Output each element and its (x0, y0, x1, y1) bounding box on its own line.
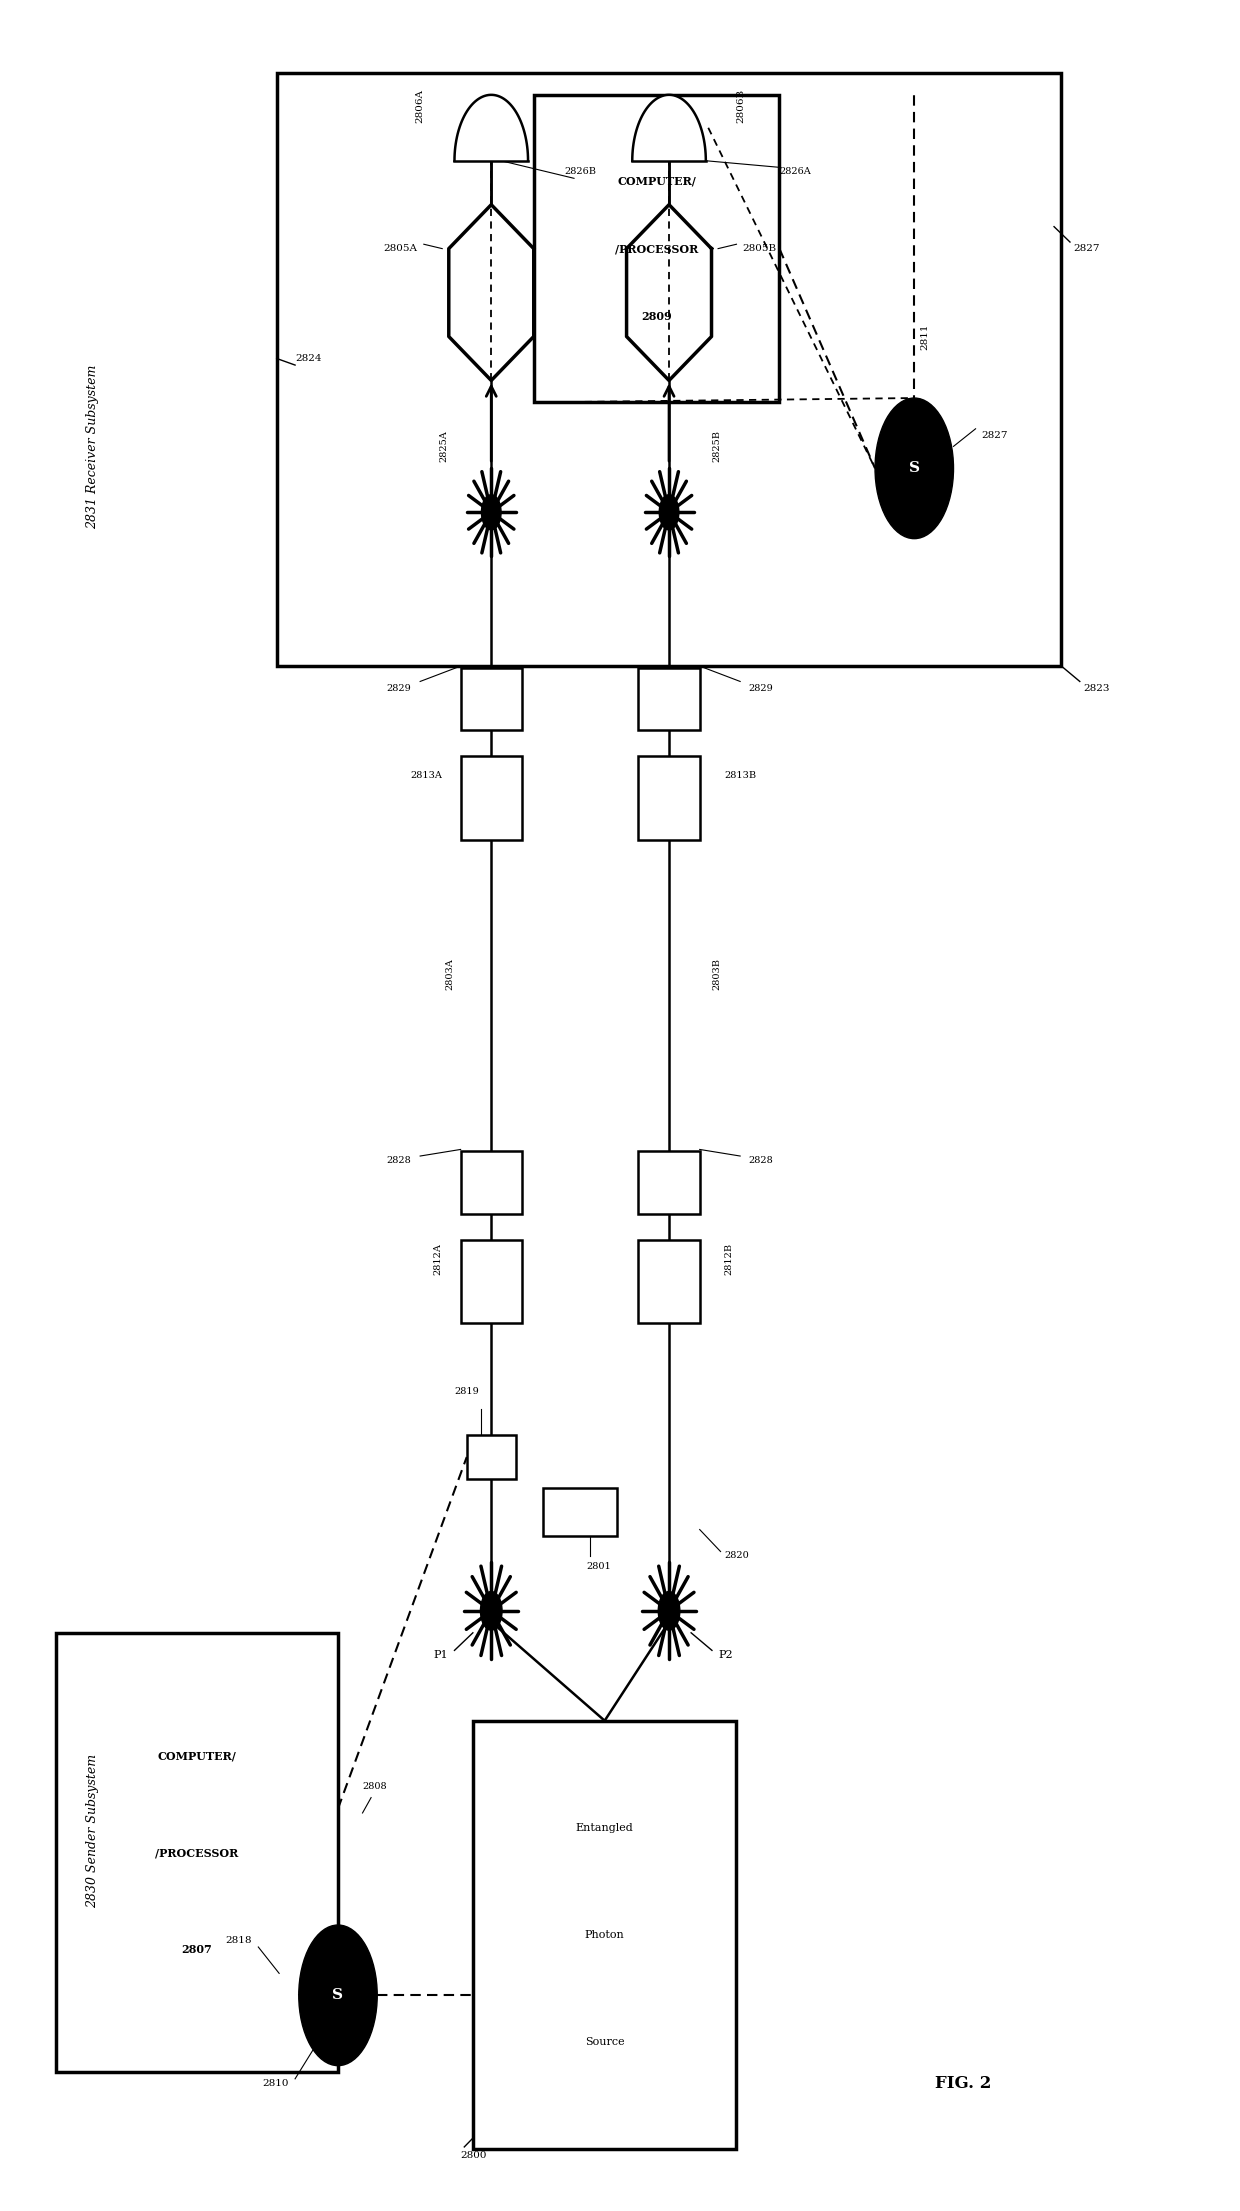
Circle shape (875, 398, 954, 539)
Bar (466, 1435, 516, 1479)
Text: Photon: Photon (585, 1930, 625, 1939)
Text: 2831 Receiver Subsystem: 2831 Receiver Subsystem (87, 365, 99, 528)
Text: 2828: 2828 (387, 1156, 412, 1165)
Bar (277, 73, 1061, 666)
Bar (639, 756, 699, 840)
Bar (460, 1240, 522, 1322)
Text: COMPUTER/: COMPUTER/ (157, 1751, 237, 1762)
Text: S: S (332, 1988, 343, 2003)
Bar (543, 1488, 618, 1537)
Bar (56, 1632, 339, 2072)
Text: 2813A: 2813A (410, 772, 443, 780)
Text: P1: P1 (434, 1649, 449, 1660)
Text: 2803B: 2803B (712, 957, 720, 991)
Text: 2812B: 2812B (724, 1243, 733, 1276)
Circle shape (299, 1926, 377, 2065)
Text: 2827: 2827 (982, 431, 1008, 440)
Text: 2811: 2811 (920, 323, 930, 349)
Text: 2828: 2828 (749, 1156, 774, 1165)
Text: S: S (909, 462, 920, 475)
Text: 2800: 2800 (460, 2151, 487, 2160)
Text: FIG. 2: FIG. 2 (935, 2074, 992, 2092)
Text: 2808: 2808 (362, 1782, 387, 1791)
Text: 2825B: 2825B (712, 431, 720, 462)
Circle shape (658, 1592, 680, 1630)
Text: 2823: 2823 (1084, 683, 1110, 692)
Text: 2812A: 2812A (433, 1243, 443, 1276)
Bar (639, 1152, 699, 1214)
Text: 2806A: 2806A (415, 88, 424, 124)
Polygon shape (626, 206, 712, 380)
Text: /PROCESSOR: /PROCESSOR (615, 243, 698, 254)
Text: 2809: 2809 (641, 312, 672, 323)
Bar (460, 756, 522, 840)
Text: 2827: 2827 (1074, 243, 1100, 252)
Text: 2829: 2829 (749, 683, 774, 692)
Text: 2807: 2807 (181, 1943, 212, 1955)
Text: P2: P2 (718, 1649, 733, 1660)
Circle shape (480, 1592, 502, 1630)
Polygon shape (449, 206, 533, 380)
Text: 2806B: 2806B (737, 88, 745, 124)
Text: 2803A: 2803A (445, 957, 455, 991)
Text: 2826B: 2826B (564, 168, 596, 177)
Text: 2810: 2810 (263, 2078, 289, 2087)
Text: 2820: 2820 (724, 1552, 749, 1561)
Text: 2818: 2818 (226, 1937, 252, 1946)
Bar (460, 1152, 522, 1214)
Text: 2830 Sender Subsystem: 2830 Sender Subsystem (87, 1753, 99, 1908)
Circle shape (660, 495, 678, 531)
Bar (534, 95, 780, 402)
Text: 2826A: 2826A (780, 168, 811, 177)
Text: Source: Source (585, 2036, 625, 2047)
Circle shape (481, 495, 501, 531)
Text: Entangled: Entangled (575, 1822, 634, 1833)
Text: 2824: 2824 (295, 354, 321, 363)
Bar (639, 668, 699, 730)
Text: 2829: 2829 (387, 683, 412, 692)
Text: 2801: 2801 (587, 1563, 611, 1572)
Bar (472, 1720, 737, 2149)
Text: 2805A: 2805A (383, 243, 418, 252)
Bar (460, 668, 522, 730)
Text: 2825A: 2825A (439, 431, 449, 462)
Bar (639, 1240, 699, 1322)
Text: 2819: 2819 (454, 1386, 479, 1395)
Text: /PROCESSOR: /PROCESSOR (155, 1846, 238, 1857)
Text: 2813B: 2813B (724, 772, 756, 780)
Text: COMPUTER/: COMPUTER/ (618, 175, 696, 186)
Text: 2805B: 2805B (743, 243, 776, 252)
